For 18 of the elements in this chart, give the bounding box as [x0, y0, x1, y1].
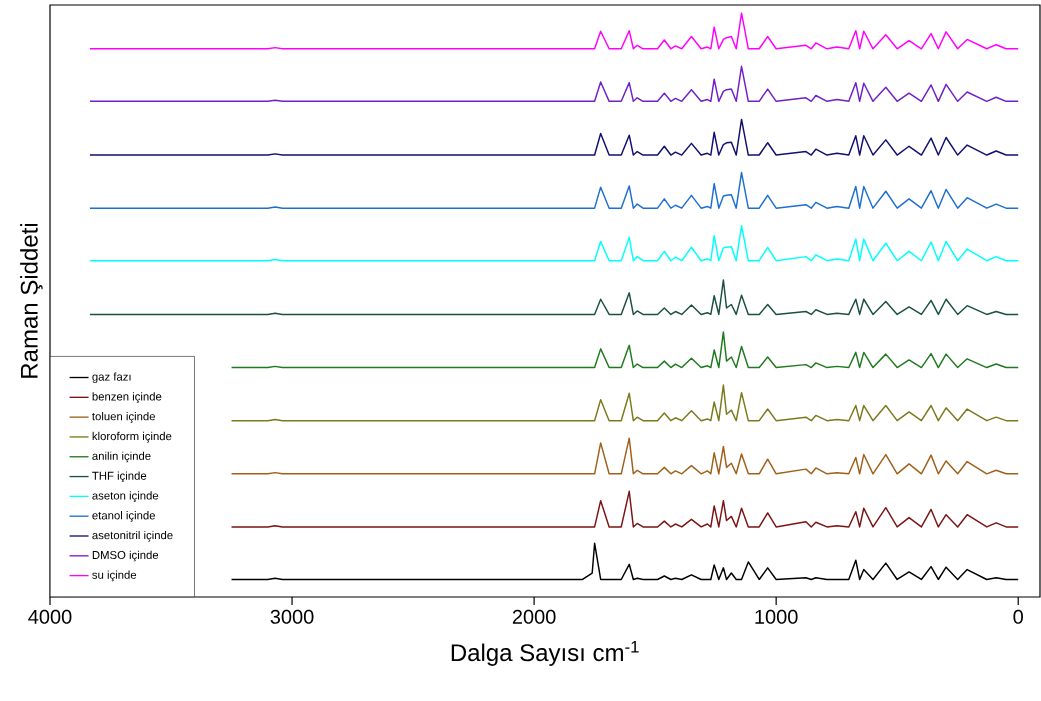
- x-tick-label: 2000: [512, 609, 556, 624]
- legend-label: aseton içinde: [92, 491, 159, 502]
- x-tick-label: 4000: [28, 609, 72, 624]
- legend-label: toluen içinde: [92, 412, 155, 423]
- legend-label: asetonitril içinde: [92, 530, 173, 542]
- x-tick-label: 1000: [755, 609, 798, 624]
- legend-label: benzen içinde: [92, 392, 162, 403]
- x-tick-label: 0: [1013, 609, 1023, 624]
- x-axis-title: Dalga Sayısı cm$^{-1}$: [451, 641, 639, 666]
- legend-label: kloroform içinde: [92, 431, 172, 443]
- legend-label: DMSO içinde: [92, 550, 159, 562]
- legend-label: anilin içinde: [92, 451, 151, 463]
- legend-label: THF içinde: [92, 471, 147, 483]
- legend-label: etanol içinde: [92, 511, 155, 522]
- x-tick-label: 3000: [270, 609, 314, 624]
- y-axis-title: Raman Şiddeti: [20, 223, 43, 378]
- legend-label: su içinde: [92, 570, 137, 582]
- legend-label: gaz fazı: [92, 372, 131, 383]
